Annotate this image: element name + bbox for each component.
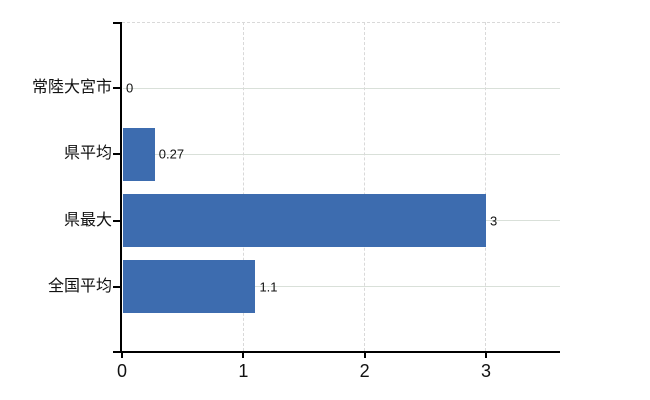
plot-top-border [122, 22, 560, 23]
v-gridline [485, 22, 487, 351]
y-axis-tick [113, 22, 120, 24]
x-tick-label: 0 [116, 361, 128, 381]
bar [123, 194, 486, 248]
category-label: 県最大 [63, 211, 112, 229]
bar-value-label: 0 [126, 80, 134, 96]
bar-value-label: 3 [489, 213, 498, 229]
y-axis-tick [113, 285, 120, 288]
x-axis-tick [484, 353, 487, 358]
x-axis-tick [363, 353, 366, 358]
y-axis-tick [113, 153, 120, 156]
v-gridline [364, 22, 366, 351]
y-axis-tick [113, 87, 120, 90]
v-gridline [242, 22, 244, 351]
bar [123, 260, 256, 314]
x-tick-label: 2 [359, 361, 370, 381]
h-gridline [123, 153, 560, 155]
y-axis-tick [113, 219, 120, 222]
h-gridline [123, 286, 560, 288]
x-axis-tick [121, 353, 123, 358]
bar [123, 127, 155, 181]
x-axis [113, 351, 560, 353]
category-label: 県平均 [63, 145, 112, 163]
bar-value-label: 1.1 [259, 279, 278, 295]
y-axis [120, 22, 122, 353]
bar-value-label: 0.27 [158, 146, 185, 162]
category-label: 全国平均 [47, 277, 112, 295]
category-label: 常陸大宮市 [31, 79, 112, 97]
x-tick-label: 3 [480, 361, 491, 381]
h-gridline [123, 87, 560, 89]
x-axis-tick [242, 353, 245, 358]
x-tick-label: 1 [238, 361, 249, 381]
